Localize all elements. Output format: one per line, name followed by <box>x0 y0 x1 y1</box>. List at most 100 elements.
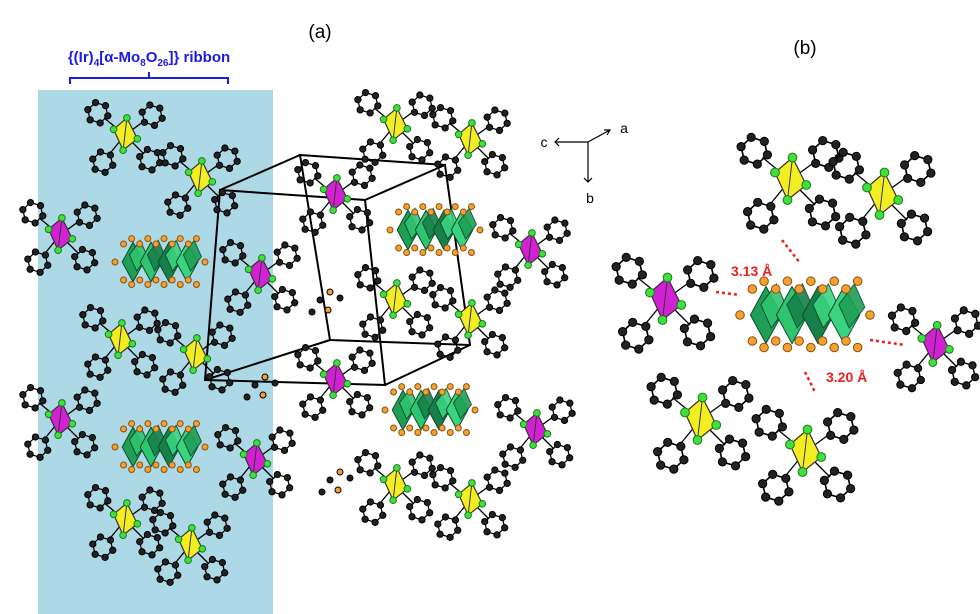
carbon-atom <box>954 327 961 334</box>
n-atom <box>199 545 206 552</box>
o-atom <box>161 236 167 242</box>
carbon-atom <box>204 519 210 525</box>
carbon-atom <box>484 529 490 535</box>
n-atom <box>658 316 667 325</box>
carbon-atom <box>102 488 108 494</box>
o-atom <box>137 462 143 468</box>
carbon-atom <box>917 178 925 186</box>
carbon-atom <box>269 434 275 440</box>
carbon-atom <box>489 331 495 337</box>
carbon-atom <box>808 218 816 226</box>
carbon-atom <box>37 388 43 394</box>
o-atom <box>436 250 442 256</box>
carbon-atom <box>361 367 367 373</box>
o-atom <box>431 384 437 390</box>
o-atom <box>463 384 469 390</box>
ribbon-bracket <box>70 72 228 84</box>
carbon-atom <box>427 270 433 276</box>
carbon-atom <box>515 277 521 283</box>
carbon-atom <box>157 337 163 343</box>
carbon-atom <box>245 302 251 308</box>
carbon-atom <box>172 323 178 329</box>
carbon-atom <box>424 499 430 505</box>
n-atom <box>185 169 192 176</box>
carbon-atom <box>512 267 518 273</box>
axis-label: c <box>541 134 548 150</box>
carbon-atom <box>966 330 973 337</box>
carbon-atom <box>407 143 413 149</box>
carbon-atom <box>279 492 285 498</box>
distance-label: 3.13 Å <box>731 263 772 279</box>
carbon-atom <box>347 398 353 404</box>
carbon-atom <box>25 441 31 447</box>
o-atom <box>169 277 175 283</box>
o-atom <box>428 245 434 251</box>
carbon-atom <box>80 312 86 318</box>
carbon-atom <box>657 461 665 469</box>
carbon-atom <box>494 172 500 178</box>
carbon-atom <box>139 494 145 500</box>
carbon-atom <box>157 576 163 582</box>
carbon-atom <box>355 97 361 103</box>
solvent-atom <box>327 477 333 483</box>
o-atom <box>407 425 413 431</box>
n-atom <box>199 158 206 165</box>
carbon-atom <box>227 474 233 480</box>
carbon-atom <box>32 405 38 411</box>
carbon-atom <box>830 467 838 475</box>
carbon-atom <box>97 534 103 540</box>
carbon-atom <box>808 146 816 154</box>
carbon-atom <box>760 225 768 233</box>
n-atom <box>394 465 401 472</box>
carbon-atom <box>45 447 51 453</box>
n-atom <box>195 190 202 197</box>
o-atom <box>121 277 127 283</box>
carbon-atom <box>417 92 423 98</box>
carbon-atom <box>850 426 858 434</box>
carbon-atom <box>162 386 168 392</box>
carbon-atom <box>520 457 526 463</box>
carbon-atom <box>107 537 113 543</box>
carbon-atom <box>834 408 842 416</box>
carbon-atom <box>447 354 453 360</box>
carbon-atom <box>369 360 375 366</box>
carbon-atom <box>768 432 776 440</box>
n-atom <box>469 300 476 307</box>
carbon-atom <box>82 322 88 328</box>
carbon-atom <box>222 515 228 521</box>
n-atom <box>175 536 182 543</box>
carbon-atom <box>167 513 173 519</box>
carbon-atom <box>37 454 43 460</box>
n-atom <box>55 247 62 254</box>
carbon-atom <box>175 572 181 578</box>
carbon-atom <box>670 465 678 473</box>
solvent-atom <box>262 374 268 380</box>
o-atom <box>818 337 827 346</box>
n-atom <box>390 497 397 504</box>
o-atom <box>452 204 458 210</box>
o-atom <box>853 277 862 286</box>
carbon-atom <box>102 357 108 363</box>
carbon-atom <box>214 207 220 213</box>
carbon-atom <box>232 428 238 434</box>
o-atom <box>202 259 208 265</box>
carbon-atom <box>740 156 748 164</box>
n-atom <box>663 273 672 282</box>
carbon-atom <box>407 503 413 509</box>
n-atom <box>259 255 266 262</box>
carbon-atom <box>229 335 235 341</box>
carbon-atom <box>738 439 746 447</box>
carbon-atom <box>160 376 166 382</box>
carbon-atom <box>447 108 453 114</box>
carbon-atom <box>556 237 562 243</box>
carbon-atom <box>102 554 108 560</box>
o-atom <box>161 282 167 288</box>
carbon-atom <box>432 482 438 488</box>
o-atom <box>121 241 127 247</box>
carbon-atom <box>903 327 910 334</box>
n-atom <box>455 491 462 498</box>
carbon-atom <box>315 358 321 364</box>
carbon-atom <box>357 467 363 473</box>
carbon-atom <box>286 262 292 268</box>
carbon-atom <box>207 373 213 379</box>
